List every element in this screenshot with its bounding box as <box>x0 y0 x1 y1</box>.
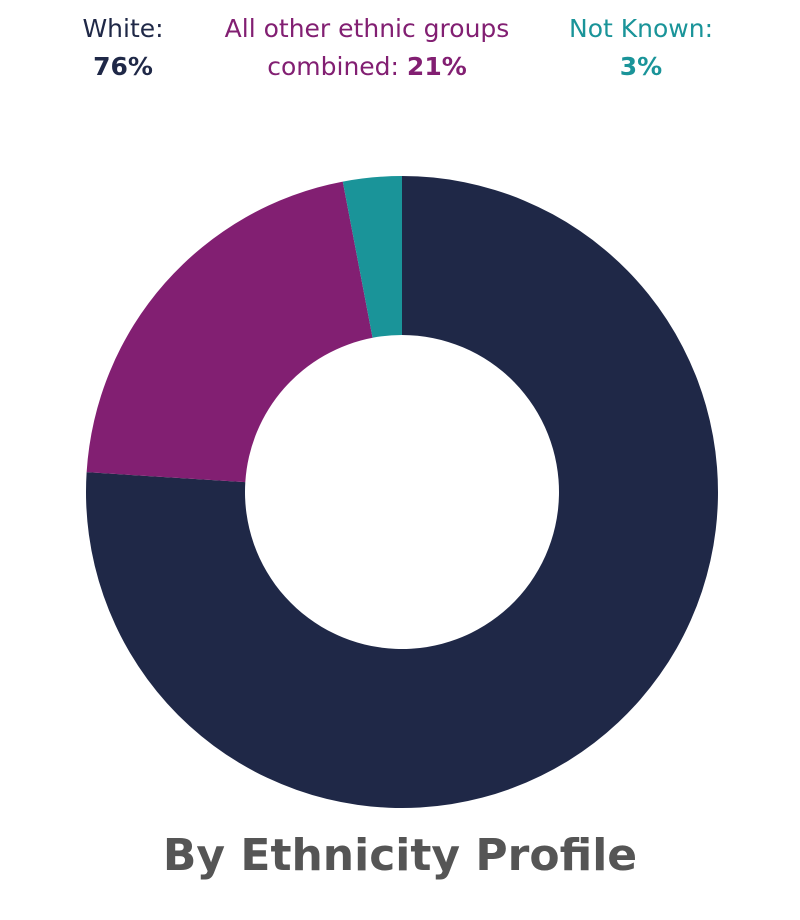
donut-slice <box>342 176 402 338</box>
donut-slice <box>86 181 373 483</box>
legend-item: White: 76% <box>43 10 203 86</box>
legend-label: White: <box>82 14 164 43</box>
legend-value: 21% <box>406 52 467 81</box>
legend-value: 76% <box>93 52 153 81</box>
legend-label: Not Known: <box>569 14 713 43</box>
legend-label: All other ethnic groups combined: <box>224 14 510 81</box>
legend-value: 3% <box>619 52 663 81</box>
chart-title: By Ethnicity Profile <box>162 830 638 881</box>
donut-slice <box>86 176 718 808</box>
legend: White: 76% All other ethnic groups combine… <box>0 10 800 100</box>
legend-item: All other ethnic groups combined: 21% <box>207 10 527 86</box>
legend-item: Not Known: 3% <box>531 10 751 86</box>
